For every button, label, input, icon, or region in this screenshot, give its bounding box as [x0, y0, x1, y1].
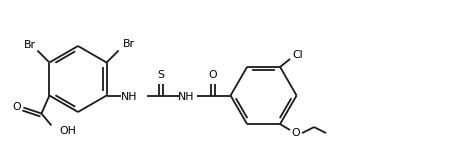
Text: NH: NH — [178, 91, 195, 101]
Text: O: O — [208, 70, 217, 80]
Text: S: S — [157, 70, 164, 80]
Text: Br: Br — [123, 40, 135, 49]
Text: O: O — [292, 128, 300, 138]
Text: Br: Br — [23, 40, 36, 49]
Text: NH: NH — [121, 91, 138, 101]
Text: Cl: Cl — [293, 50, 303, 60]
Text: OH: OH — [59, 125, 76, 136]
Text: O: O — [12, 101, 21, 112]
